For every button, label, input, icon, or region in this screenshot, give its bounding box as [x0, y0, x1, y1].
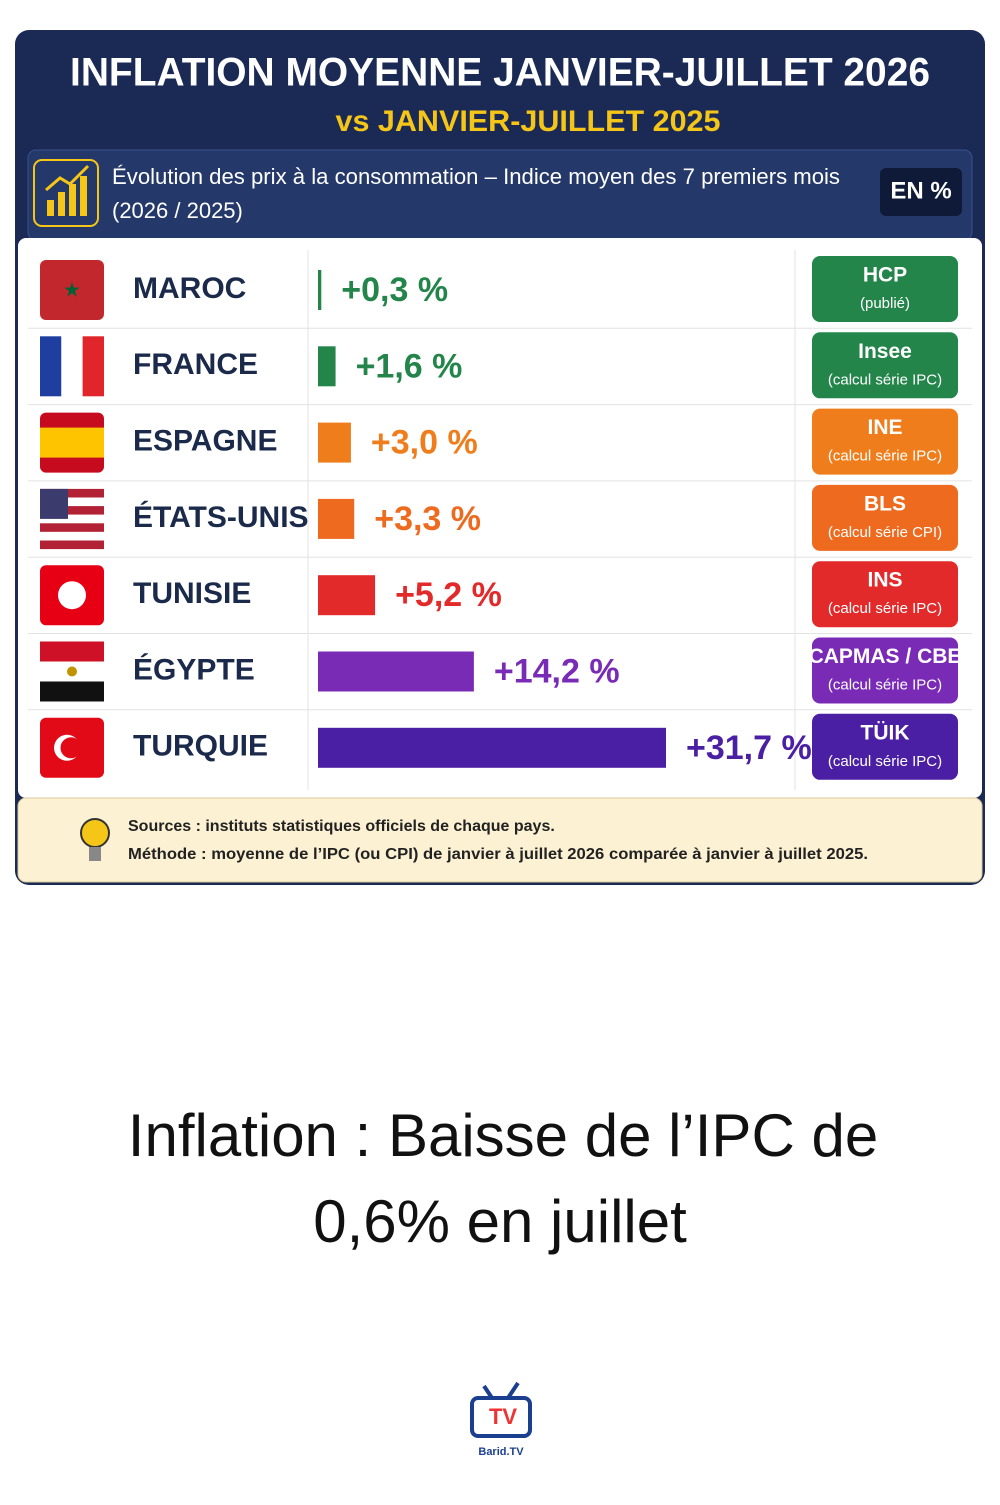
value-label: +5,2 % [395, 576, 502, 614]
source-badge [812, 332, 958, 399]
source-name: TÜIK [861, 721, 910, 744]
flag [40, 336, 62, 397]
logo-name: Barid.TV [478, 1446, 524, 1458]
bar [318, 270, 322, 310]
flag [58, 581, 86, 610]
source-name: INE [867, 416, 902, 439]
flag [40, 681, 104, 702]
flag [40, 531, 104, 541]
bar [318, 422, 351, 463]
bar [318, 727, 666, 768]
source-note: (calcul série IPC) [828, 448, 942, 465]
flag [40, 260, 104, 320]
source-name: BLS [864, 492, 906, 515]
category-label: TURQUIE [133, 730, 268, 763]
source-name: CAPMAS / CBE [809, 645, 962, 668]
note: Méthode : moyenne de l’IPC (ou CPI) de j… [128, 846, 868, 863]
bulb-icon [80, 818, 110, 861]
flag [40, 523, 104, 532]
flag [60, 737, 82, 759]
period: (2026 / 2025) [112, 198, 243, 223]
source-note: (calcul série IPC) [828, 676, 942, 693]
rows-area [18, 238, 982, 798]
flag [40, 514, 104, 524]
category-label: TUNISIE [133, 577, 251, 610]
flag: ★ [63, 279, 81, 301]
category-label: FRANCE [133, 348, 258, 381]
flag [40, 641, 104, 662]
value-label: +14,2 % [494, 652, 620, 690]
value-label: +1,6 % [356, 347, 463, 385]
source-note: (publié) [860, 295, 910, 312]
flag [40, 540, 104, 550]
flag [67, 666, 77, 677]
description: Évolution des prix à la consommation – I… [112, 164, 840, 189]
chart-subtitle: vs JANVIER-JUILLET 2025 [336, 105, 721, 138]
caption: Inflation : Baisse de l’IPC de [128, 1102, 878, 1169]
flag [40, 497, 104, 507]
source-badge [812, 484, 958, 551]
caption: 0,6% en juillet [313, 1188, 687, 1255]
category-label: ÉTATS-UNIS [133, 500, 309, 534]
bar [318, 575, 376, 616]
source-note: (calcul série CPI) [828, 524, 942, 541]
source-note: (calcul série IPC) [828, 371, 942, 388]
bar [318, 498, 355, 539]
flag [61, 336, 83, 397]
value-label: +31,7 % [686, 729, 812, 767]
source-note: (calcul série IPC) [828, 753, 942, 770]
logo[interactable]: TV Barid.TV [470, 1381, 532, 1458]
note: Sources : instituts statistiques officie… [128, 818, 555, 835]
flag [40, 427, 104, 458]
source-name: HCP [863, 264, 907, 287]
flag [40, 488, 68, 519]
source-note: (calcul série IPC) [828, 600, 942, 617]
source-badge [812, 408, 958, 475]
logo-mark: TV [489, 1404, 517, 1429]
category-label: ESPAGNE [133, 425, 277, 458]
value-label: +3,3 % [374, 500, 481, 538]
source-badge [812, 637, 958, 704]
chart-title: INFLATION MOYENNE JANVIER-JUILLET 2026 [70, 51, 930, 95]
unit: EN % [890, 177, 951, 204]
value-label: +3,0 % [371, 424, 478, 462]
bar [318, 651, 474, 692]
value-label: +0,3 % [341, 271, 448, 309]
source-name: INS [867, 569, 902, 592]
chart-icon [33, 159, 99, 227]
source-badge [812, 561, 958, 628]
source-badge [812, 256, 958, 322]
category-label: ÉGYPTE [133, 652, 255, 686]
source-badge [812, 713, 958, 780]
flag [40, 488, 104, 498]
unit-badge [880, 168, 962, 216]
footer [17, 797, 983, 883]
bar [318, 346, 336, 387]
flag [40, 506, 104, 515]
flag [82, 336, 104, 397]
source-name: Insee [858, 340, 912, 363]
category-label: MAROC [133, 272, 246, 305]
